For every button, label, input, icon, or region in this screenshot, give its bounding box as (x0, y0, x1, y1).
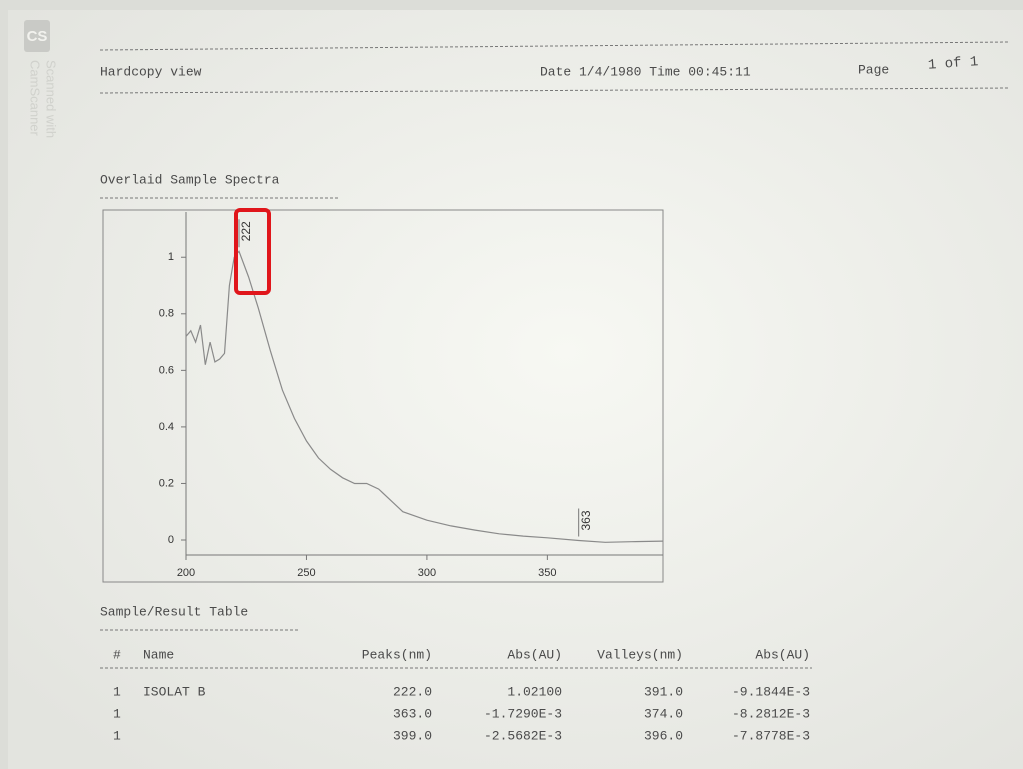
y-tick-label: 0.8 (159, 308, 174, 320)
section-title: Overlaid Sample Spectra (100, 172, 280, 187)
table-cell: -1.7290E-3 (484, 706, 562, 721)
table-cell: 1 (113, 706, 121, 721)
header-page-number: 1 of 1 (927, 54, 978, 73)
header-page-label: Page (858, 62, 889, 77)
peak-label: 222 (239, 221, 253, 241)
y-tick-label: 0.2 (159, 477, 174, 489)
column-header: Peaks(nm) (362, 647, 432, 662)
table-cell: -8.2812E-3 (732, 706, 810, 721)
y-tick-label: 1 (168, 251, 174, 263)
table-cell: 374.0 (644, 706, 683, 721)
x-tick-label: 250 (297, 567, 315, 579)
y-tick-label: 0.6 (159, 364, 174, 376)
table-cell: ISOLAT B (143, 684, 206, 699)
y-tick-label: 0.4 (159, 421, 174, 433)
table-cell: 222.0 (393, 684, 432, 699)
watermark-line: Scanned with (44, 60, 59, 138)
watermark-logo-box (24, 20, 50, 52)
table-cell: -2.5682E-3 (484, 728, 562, 743)
column-header: Name (143, 647, 174, 662)
watermark-logo: CS (27, 28, 48, 45)
paper (8, 10, 1023, 769)
header-rule (99, 87, 1011, 94)
header-date: Date 1/4/1980 Time 00:45:11 (540, 64, 751, 79)
table-title: Sample/Result Table (100, 604, 248, 619)
table-cell: -7.8778E-3 (732, 728, 810, 743)
peak-label: 363 (579, 510, 593, 530)
column-header: Abs(AU) (755, 647, 810, 662)
column-header: # (113, 647, 121, 662)
y-tick-label: 0 (168, 534, 174, 546)
table-cell: -9.1844E-3 (732, 684, 810, 699)
watermark-line: CamScanner (28, 60, 43, 137)
chart: 0 0.2 0.4 0.6 0.8 1 200 250 300 350 222 363 (159, 212, 664, 579)
table-cell: 396.0 (644, 728, 683, 743)
x-tick-label: 200 (177, 567, 195, 579)
header-title: Hardcopy view (100, 64, 202, 79)
table-cell: 1 (113, 684, 121, 699)
column-header: Abs(AU) (507, 647, 562, 662)
x-tick-label: 350 (538, 567, 556, 579)
x-tick-label: 300 (418, 567, 436, 579)
spectrum-line (185, 250, 664, 543)
table-cell: 363.0 (393, 706, 432, 721)
table-cell: 399.0 (393, 728, 432, 743)
table-cell: 1.02100 (507, 684, 562, 699)
column-header: Valleys(nm) (597, 647, 683, 662)
table: Sample/Result Table # Name Peaks(nm) Abs(AU… (100, 604, 812, 743)
header-rule (99, 41, 1011, 51)
chart-frame (102, 209, 664, 583)
highlight-box (234, 208, 271, 295)
table-cell: 391.0 (644, 684, 683, 699)
table-cell: 1 (113, 728, 121, 743)
